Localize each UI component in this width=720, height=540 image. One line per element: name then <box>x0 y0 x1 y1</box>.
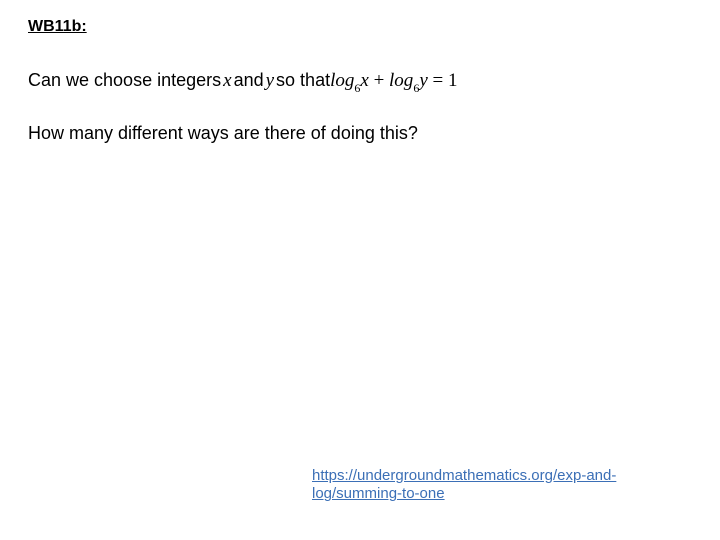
eq-log2: log <box>389 70 413 91</box>
eq-plus: + <box>369 70 389 91</box>
eq-base2: 6 <box>413 81 419 95</box>
subquestion: How many different ways are there of doi… <box>28 123 692 144</box>
question-line: Can we choose integers x and y so that l… <box>28 70 692 95</box>
source-link-block: https://undergroundmathematics.org/exp-a… <box>312 467 692 505</box>
eq-log1: log <box>330 70 354 91</box>
question-mid1: and <box>234 70 264 91</box>
heading-label: WB11b: <box>28 18 692 36</box>
equation: log6x + log6y = 1 <box>330 70 457 95</box>
variable-y: y <box>264 70 276 92</box>
variable-x: x <box>221 70 233 92</box>
question-lead: Can we choose integers <box>28 70 221 91</box>
question-mid2: so that <box>276 70 330 91</box>
source-link[interactable]: https://undergroundmathematics.org/exp-a… <box>312 467 616 503</box>
eq-base1: 6 <box>354 81 360 95</box>
eq-x: x <box>360 70 368 91</box>
eq-y: y <box>419 70 427 91</box>
eq-rhs: = 1 <box>428 70 458 91</box>
slide: WB11b: Can we choose integers x and y so… <box>0 0 720 540</box>
